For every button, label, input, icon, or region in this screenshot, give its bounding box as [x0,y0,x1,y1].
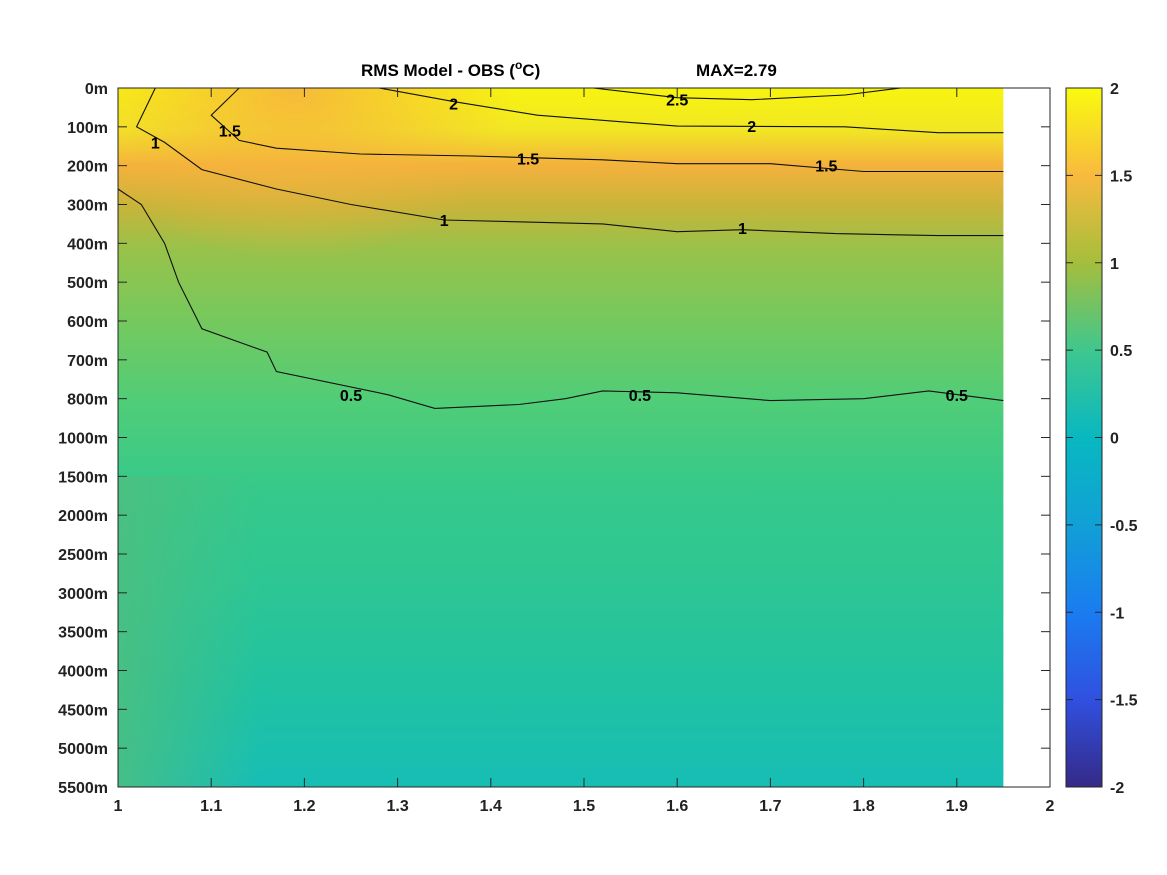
y-tick-label: 3000m [58,586,108,603]
contour-lines [117,87,1004,409]
x-tick-label: 1.4 [480,798,502,815]
y-tick-label: 400m [67,236,108,253]
x-tick-label: 1.8 [852,798,874,815]
x-tick-label: 1 [114,798,123,815]
x-tick-label: 1.5 [573,798,595,815]
y-axis: 0m 100m 200m 300m 400m 500m 600m 700m 800m 1000m 1… [58,81,1050,797]
x-tick-label: 2 [1046,798,1055,815]
x-tick-label: 1.2 [293,798,315,815]
x-tick-label: 1.6 [666,798,688,815]
contour-label: 1.5 [517,152,539,169]
colorbar-tick-label: -1.5 [1110,693,1138,710]
contour-line-0-5 [117,188,1004,409]
contour-label: 1.5 [815,159,837,176]
y-tick-label: 100m [67,120,108,137]
x-tick-label: 1.7 [759,798,781,815]
y-tick-label: 5500m [58,780,108,797]
x-tick-label: 1.3 [386,798,408,815]
x-tick-label: 1.9 [946,798,968,815]
colorbar-tick-label: -2 [1110,780,1124,797]
y-tick-label: 2500m [58,547,108,564]
contour-label: 2.5 [666,93,688,110]
y-tick-label: 0m [85,81,108,98]
colorbar-tick-label: 1 [1110,256,1119,273]
y-tick-label: 600m [67,314,108,331]
contour-label: 1 [738,221,747,238]
y-tick-label: 200m [67,159,108,176]
chart-title: RMS Model - OBS (oC) [361,58,540,80]
contour-label: 0.5 [946,388,968,405]
colorbar-tick-label: -1 [1110,605,1124,622]
contour-line-1 [135,87,1004,237]
contour-line-1-5 [210,87,1004,173]
contour-label: 1 [151,135,160,152]
y-tick-label: 300m [67,198,108,215]
y-tick-label: 4500m [58,702,108,719]
contour-label: 2 [449,97,458,114]
x-axis: 1 1.1 1.2 1.3 1.4 1.5 1.6 1.7 1.8 1.9 2 [114,88,1055,815]
y-tick-label: 800m [67,392,108,409]
y-tick-label: 3500m [58,625,108,642]
contour-label: 1.5 [219,124,241,141]
y-tick-label: 2000m [58,508,108,525]
contour-line-2 [378,87,1004,134]
y-tick-label: 500m [67,275,108,292]
colorbar-tick-label: 2 [1110,81,1119,98]
colorbar-ticks: 2 1.5 1 0.5 0 -0.5 -1 -1.5 -2 [1066,81,1138,797]
y-tick-label: 1500m [58,469,108,486]
y-tick-label: 5000m [58,741,108,758]
contour-label: 1 [440,213,449,230]
surface-hotspot [118,88,1004,787]
colorbar-tick-label: 0.5 [1110,343,1132,360]
contour-labels: 2.5 2 2 1.5 1.5 1.5 1 1 1 0.5 0.5 0.5 [151,93,968,405]
contour-label: 0.5 [340,388,362,405]
y-tick-label: 1000m [58,431,108,448]
y-tick-label: 700m [67,353,108,370]
left-edge-gradient [118,476,260,787]
colorbar-tick-label: 0 [1110,431,1119,448]
contour-label: 2 [747,119,756,136]
colorbar-tick-label: -0.5 [1110,518,1138,535]
contour-label: 0.5 [629,388,651,405]
y-tick-label: 4000m [58,664,108,681]
colorbar-tick-label: 1.5 [1110,168,1132,185]
max-label: MAX=2.79 [696,61,777,80]
x-tick-label: 1.1 [200,798,222,815]
